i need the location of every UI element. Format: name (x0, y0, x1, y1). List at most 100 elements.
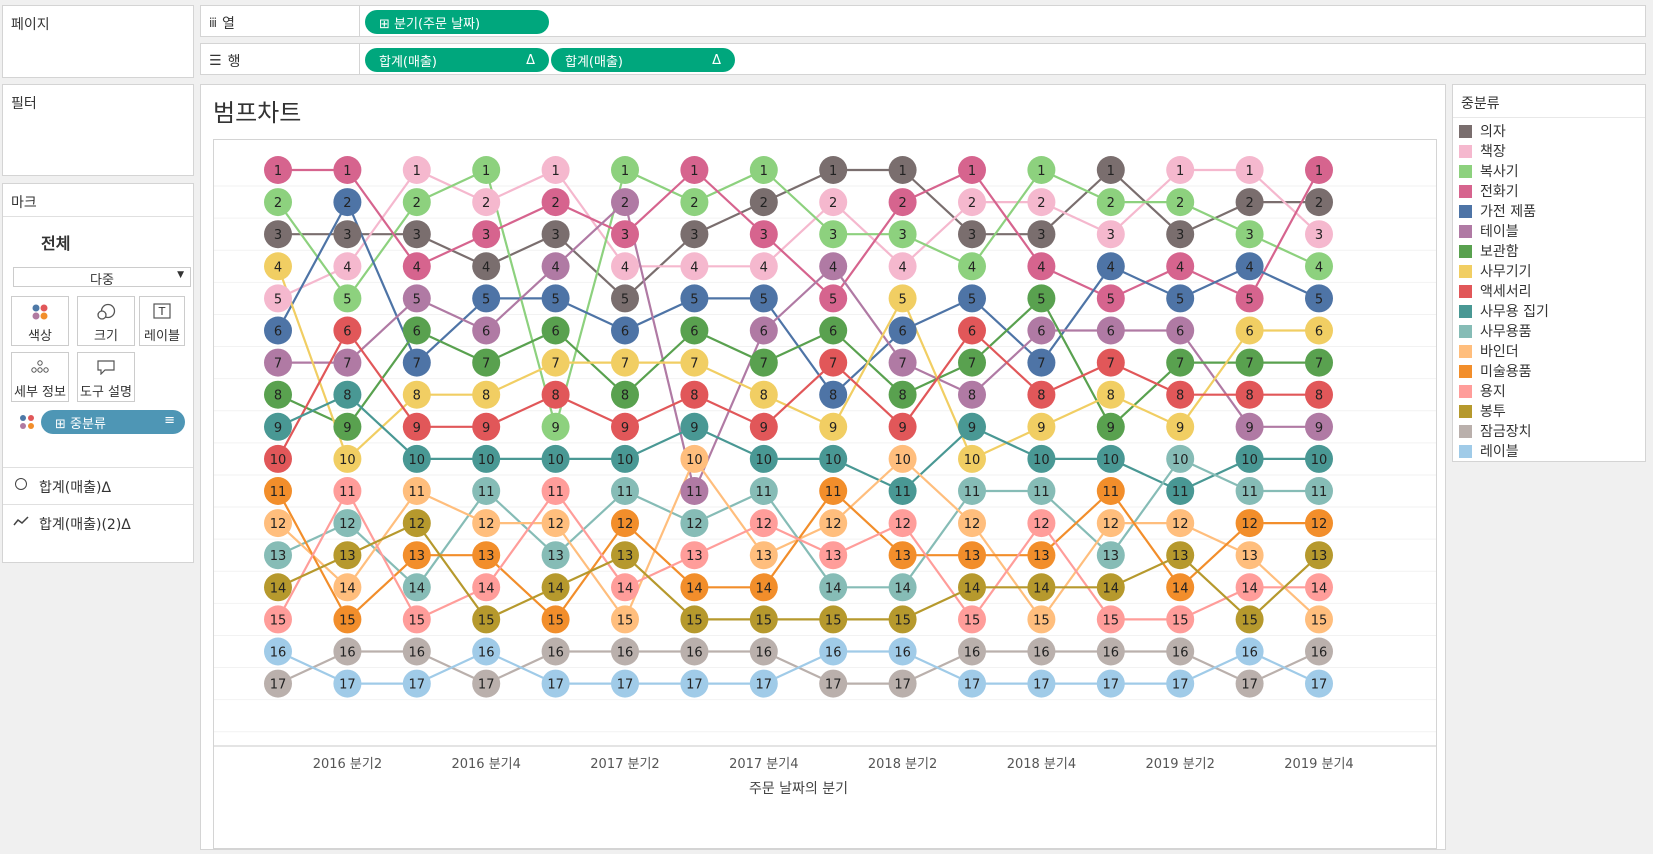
rank-point[interactable]: 10 (541, 444, 570, 473)
rank-point[interactable]: 13 (333, 541, 362, 570)
rank-point[interactable]: 17 (819, 669, 848, 698)
legend-item[interactable]: 가전 제품 (1459, 201, 1536, 221)
rank-point[interactable]: 4 (333, 252, 362, 281)
rank-point[interactable]: 10 (888, 444, 917, 473)
rank-point[interactable]: 17 (264, 669, 292, 698)
legend-item[interactable]: 용지 (1459, 381, 1506, 401)
rank-point[interactable]: 1 (264, 156, 292, 184)
rank-point[interactable]: 3 (819, 220, 848, 249)
rank-point[interactable]: 9 (333, 412, 362, 441)
size-button[interactable]: 크기 (77, 296, 135, 346)
rank-point[interactable]: 7 (333, 348, 362, 377)
rank-point[interactable]: 11 (472, 477, 501, 505)
rank-point[interactable]: 7 (472, 348, 501, 377)
rank-point[interactable]: 16 (264, 637, 292, 666)
rank-point[interactable]: 7 (749, 348, 778, 377)
rank-point[interactable]: 14 (1235, 573, 1264, 602)
rank-point[interactable]: 5 (1166, 284, 1195, 313)
rank-point[interactable]: 5 (472, 284, 501, 313)
rank-point[interactable]: 11 (1305, 477, 1333, 505)
rank-point[interactable]: 12 (680, 509, 709, 538)
rank-point[interactable]: 6 (819, 316, 848, 345)
rank-point[interactable]: 8 (958, 380, 986, 409)
rank-point[interactable]: 2 (402, 188, 431, 217)
rank-point[interactable]: 3 (264, 220, 292, 249)
legend-item[interactable]: 의자 (1459, 121, 1506, 141)
color-button[interactable]: 색상 (11, 296, 69, 346)
rank-point[interactable]: 5 (888, 284, 917, 313)
rank-point[interactable]: 14 (611, 573, 639, 602)
rank-point[interactable]: 14 (1166, 573, 1195, 602)
rank-point[interactable]: 8 (1096, 380, 1125, 409)
rank-point[interactable]: 8 (1305, 380, 1333, 409)
rank-point[interactable]: 3 (888, 220, 917, 249)
rank-point[interactable]: 10 (680, 444, 709, 473)
rank-point[interactable]: 1 (1096, 156, 1125, 184)
rank-point[interactable]: 10 (333, 444, 362, 473)
rank-point[interactable]: 14 (402, 573, 431, 602)
rank-point[interactable]: 10 (819, 444, 848, 473)
series-line[interactable] (278, 200, 1319, 493)
series-line[interactable] (277, 522, 1320, 621)
rank-point[interactable]: 17 (1166, 669, 1195, 698)
rank-point[interactable]: 5 (541, 284, 570, 313)
legend-item[interactable]: 전화기 (1459, 181, 1519, 201)
rank-point[interactable]: 8 (541, 380, 570, 409)
legend-item[interactable]: 사무용 집기 (1459, 301, 1549, 321)
rank-point[interactable]: 16 (611, 637, 639, 666)
label-button[interactable]: T 레이블 (139, 296, 185, 346)
series-line[interactable] (276, 265, 1319, 460)
rank-point[interactable]: 10 (1096, 444, 1125, 473)
rank-point[interactable]: 13 (1305, 541, 1333, 570)
rank-point[interactable]: 14 (749, 573, 778, 602)
rank-point[interactable]: 12 (472, 509, 501, 538)
legend-item[interactable]: 복사기 (1459, 161, 1519, 181)
rank-point[interactable]: 3 (611, 220, 639, 249)
rank-point[interactable]: 13 (888, 541, 917, 570)
rank-point[interactable]: 4 (1096, 252, 1125, 281)
rank-point[interactable]: 1 (611, 156, 639, 184)
rank-point[interactable]: 4 (1305, 252, 1333, 281)
rank-point[interactable]: 7 (1305, 348, 1333, 377)
rank-point[interactable]: 8 (888, 380, 917, 409)
rank-point[interactable]: 9 (472, 412, 501, 441)
rank-point[interactable]: 17 (1235, 669, 1264, 698)
rank-point[interactable]: 15 (541, 605, 570, 634)
rank-point[interactable]: 10 (1305, 444, 1333, 473)
rank-point[interactable]: 14 (888, 573, 917, 602)
rank-point[interactable]: 9 (749, 412, 778, 441)
rows-shelf[interactable]: ☰ 행 합계(매출) Δ 합계(매출) Δ (200, 43, 1646, 75)
rank-point[interactable]: 9 (1027, 412, 1056, 441)
rank-point[interactable]: 4 (819, 252, 848, 281)
rank-point[interactable]: 12 (333, 509, 362, 538)
rank-point[interactable]: 8 (402, 380, 431, 409)
rank-point[interactable]: 13 (541, 541, 570, 570)
rank-point[interactable]: 5 (402, 284, 431, 313)
rank-point[interactable]: 16 (1027, 637, 1056, 666)
rank-point[interactable]: 10 (1166, 444, 1195, 473)
rank-point[interactable]: 6 (1096, 316, 1125, 345)
rank-point[interactable]: 5 (611, 284, 639, 313)
rank-point[interactable]: 11 (541, 477, 570, 505)
rank-point[interactable]: 5 (819, 284, 848, 313)
rows-pill-sales-2[interactable]: 합계(매출) Δ (551, 48, 735, 72)
rank-point[interactable]: 8 (264, 380, 292, 409)
rank-point[interactable]: 7 (819, 348, 848, 377)
rank-point[interactable]: 6 (680, 316, 709, 345)
rank-point[interactable]: 15 (402, 605, 431, 634)
rank-point[interactable]: 12 (958, 509, 986, 538)
rank-point[interactable]: 5 (1096, 284, 1125, 313)
rank-point[interactable]: 16 (333, 637, 362, 666)
rank-point[interactable]: 12 (1166, 509, 1195, 538)
rank-point[interactable]: 5 (958, 284, 986, 313)
rank-point[interactable]: 2 (611, 188, 639, 217)
rank-point[interactable]: 15 (819, 605, 848, 634)
legend-item[interactable]: 액세서리 (1459, 281, 1532, 301)
rank-point[interactable]: 10 (749, 444, 778, 473)
legend-item[interactable]: 책장 (1459, 141, 1506, 161)
rank-point[interactable]: 3 (749, 220, 778, 249)
rank-point[interactable]: 3 (1027, 220, 1056, 249)
rank-point[interactable]: 10 (1027, 444, 1056, 473)
rank-point[interactable]: 14 (1027, 573, 1056, 602)
